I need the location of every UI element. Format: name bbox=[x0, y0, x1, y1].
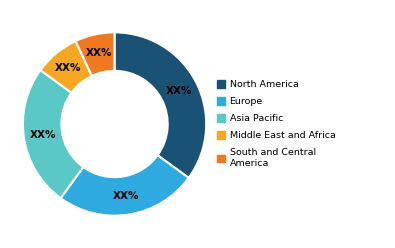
Text: XX%: XX% bbox=[30, 130, 56, 140]
Text: XX%: XX% bbox=[166, 86, 192, 96]
Text: XX%: XX% bbox=[85, 48, 112, 58]
Text: XX%: XX% bbox=[55, 63, 82, 73]
Wedge shape bbox=[75, 32, 115, 76]
Wedge shape bbox=[23, 70, 83, 198]
Wedge shape bbox=[115, 32, 206, 178]
Text: XX%: XX% bbox=[113, 190, 139, 200]
Legend: North America, Europe, Asia Pacific, Middle East and Africa, South and Central
A: North America, Europe, Asia Pacific, Mid… bbox=[217, 80, 335, 168]
Wedge shape bbox=[40, 41, 92, 93]
Wedge shape bbox=[61, 155, 189, 216]
